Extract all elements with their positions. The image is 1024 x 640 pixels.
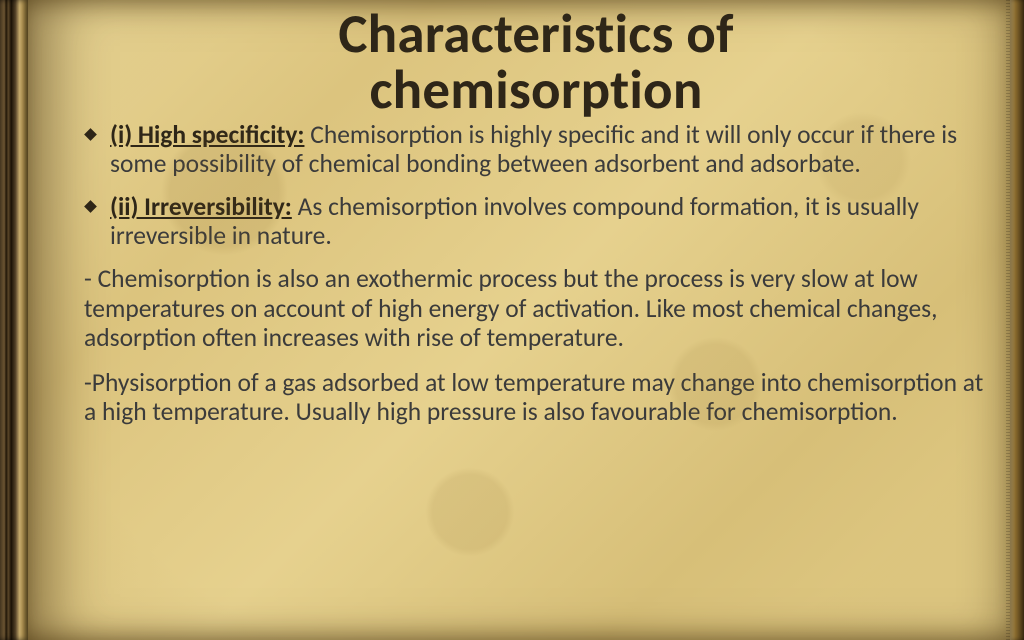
bullet-label: (ii) Irreversibility:: [110, 191, 292, 222]
paragraph: - Chemisorption is also an exothermic pr…: [84, 264, 988, 351]
title-line-2: chemisorption: [369, 56, 702, 123]
page-title: Characteristics of chemisorption: [84, 6, 988, 118]
paragraph: -Physisorption of a gas adsorbed at low …: [84, 368, 988, 426]
bullet-list: (i) High specificity: Chemisorption is h…: [84, 120, 988, 250]
bullet-label: (i) High specificity:: [110, 119, 304, 150]
book-spine: [0, 0, 28, 640]
page-content: Characteristics of chemisorption (i) Hig…: [28, 0, 1010, 640]
book-page-edge: [1010, 0, 1024, 640]
list-item: (ii) Irreversibility: As chemisorption i…: [84, 192, 988, 250]
book-frame: Characteristics of chemisorption (i) Hig…: [0, 0, 1024, 640]
list-item: (i) High specificity: Chemisorption is h…: [84, 120, 988, 178]
